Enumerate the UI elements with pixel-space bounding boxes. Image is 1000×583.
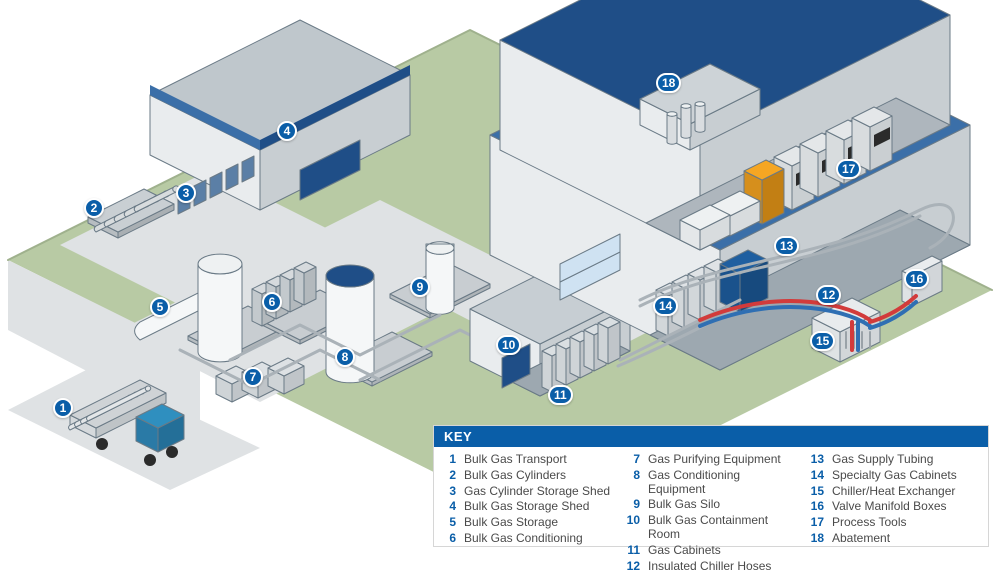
key-row-1: 1 Bulk Gas Transport [442, 453, 612, 467]
key-num-8: 8 [626, 469, 640, 483]
key-box: KEY 1 Bulk Gas Transport 2 Bulk Gas Cylinde… [433, 425, 989, 547]
key-label-17: Process Tools [832, 516, 906, 530]
key-num-12: 12 [626, 560, 640, 574]
key-row-15: 15 Chiller/Heat Exchanger [810, 485, 980, 499]
badge-8: 8 [335, 347, 355, 367]
key-label-10: Bulk Gas Containment Room [648, 514, 796, 542]
key-num-4: 4 [442, 500, 456, 514]
badge-14: 14 [653, 296, 678, 316]
key-label-15: Chiller/Heat Exchanger [832, 485, 955, 499]
key-num-7: 7 [626, 453, 640, 467]
key-label-8: Gas Conditioning Equipment [648, 469, 796, 497]
badge-3: 3 [176, 183, 196, 203]
key-title: KEY [434, 426, 988, 447]
key-label-6: Bulk Gas Conditioning [464, 532, 583, 546]
key-row-18: 18 Abatement [810, 532, 980, 546]
key-column-3: 13 Gas Supply Tubing 14 Specialty Gas Cabin… [810, 453, 980, 575]
key-num-2: 2 [442, 469, 456, 483]
key-num-18: 18 [810, 532, 824, 546]
badge-2: 2 [84, 198, 104, 218]
badge-18: 18 [656, 73, 681, 93]
key-label-1: Bulk Gas Transport [464, 453, 567, 467]
key-num-13: 13 [810, 453, 824, 467]
key-num-3: 3 [442, 485, 456, 499]
key-num-5: 5 [442, 516, 456, 530]
badge-5: 5 [150, 297, 170, 317]
key-row-8: 8 Gas Conditioning Equipment [626, 469, 796, 497]
key-row-14: 14 Specialty Gas Cabinets [810, 469, 980, 483]
key-columns: 1Bulk Gas Transport2Bulk Gas Cylinders3G… [434, 447, 988, 583]
key-label-3: Gas Cylinder Storage Shed [464, 485, 610, 499]
key-num-16: 16 [810, 500, 824, 514]
badge-4: 4 [277, 121, 297, 141]
key-label-13: Gas Supply Tubing [832, 453, 933, 467]
key-row-9: 9 Bulk Gas Silo [626, 498, 796, 512]
badge-10: 10 [496, 335, 521, 355]
key-column-1: 1 Bulk Gas Transport 2 Bulk Gas Cylinders 3G… [442, 453, 612, 575]
key-row-3: 3 Gas Cylinder Storage Shed [442, 485, 612, 499]
key-label-18: Abatement [832, 532, 890, 546]
key-num-14: 14 [810, 469, 824, 483]
key-num-6: 6 [442, 532, 456, 546]
key-row-5: 5 Bulk Gas Storage [442, 516, 612, 530]
key-row-16: 16 Valve Manifold Boxes [810, 500, 980, 514]
badge-11: 11 [548, 385, 573, 405]
badge-9: 9 [410, 277, 430, 297]
badge-16: 16 [904, 269, 929, 289]
badge-17: 17 [836, 159, 861, 179]
key-label-9: Bulk Gas Silo [648, 498, 720, 512]
key-label-2: Bulk Gas Cylinders [464, 469, 566, 483]
key-row-12: 12 Insulated Chiller Hoses [626, 560, 796, 574]
key-num-15: 15 [810, 485, 824, 499]
key-label-12: Insulated Chiller Hoses [648, 560, 771, 574]
key-label-7: Gas Purifying Equipment [648, 453, 781, 467]
key-row-17: 17 Process Tools [810, 516, 980, 530]
key-row-4: 4 Bulk Gas Storage Shed [442, 500, 612, 514]
key-row-7: 7 Gas Purifying Equipment [626, 453, 796, 467]
badge-15: 15 [810, 331, 835, 351]
key-column-2: 7 Gas Purifying Equipment 8 Gas Conditionin… [626, 453, 796, 575]
key-num-9: 9 [626, 498, 640, 512]
badge-12: 12 [816, 285, 841, 305]
badge-13: 13 [774, 236, 799, 256]
key-row-2: 2 Bulk Gas Cylinders [442, 469, 612, 483]
key-row-13: 13 Gas Supply Tubing [810, 453, 980, 467]
badge-1: 1 [53, 398, 73, 418]
key-num-10: 10 [626, 514, 640, 528]
key-row-10: 10 Bulk Gas Containment Room [626, 514, 796, 542]
badge-6: 6 [262, 292, 282, 312]
diagram-canvas: 123456789101112131415161718 KEY 1Bulk Ga… [0, 0, 1000, 551]
key-label-16: Valve Manifold Boxes [832, 500, 947, 514]
key-num-1: 1 [442, 453, 456, 467]
key-label-4: Bulk Gas Storage Shed [464, 500, 589, 514]
key-label-5: Bulk Gas Storage [464, 516, 558, 530]
key-num-17: 17 [810, 516, 824, 530]
badge-7: 7 [243, 367, 263, 387]
key-row-6: 6 Bulk Gas Conditioning [442, 532, 612, 546]
key-label-14: Specialty Gas Cabinets [832, 469, 957, 483]
